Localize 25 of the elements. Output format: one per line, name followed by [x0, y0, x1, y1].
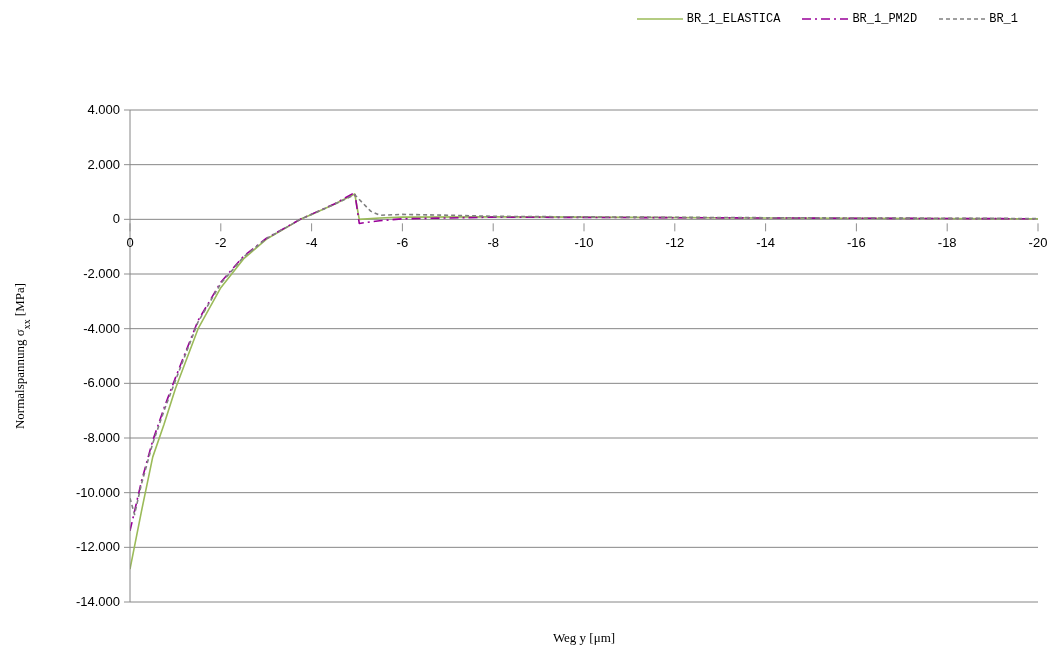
x-tick-label: -10: [574, 235, 594, 251]
x-tick-label: -16: [847, 235, 866, 251]
x-tick-label: -18: [937, 235, 957, 251]
y-tick-label: -12.000: [75, 539, 120, 555]
legend-label: BR_1: [989, 12, 1018, 26]
y-tick-label: 2.000: [87, 156, 120, 172]
y-tick-label: -6.000: [83, 375, 120, 391]
x-tick-label: -20: [1028, 235, 1048, 251]
y-tick-label: -4.000: [83, 320, 120, 336]
y-tick-label: 4.000: [87, 102, 120, 117]
x-axis-title: Weg y [μm]: [552, 630, 616, 645]
y-tick-label: -8.000: [83, 430, 120, 445]
y-tick-label: -14.000: [75, 594, 120, 609]
y-tick-label: -2.000: [83, 266, 120, 281]
x-tick-label: -6: [396, 235, 409, 251]
legend-label: BR_1_ELASTICA: [686, 12, 781, 26]
x-tick-label: 0: [126, 235, 134, 251]
y-tick-label: 0: [112, 211, 120, 227]
legend-label: BR_1_PM2D: [852, 12, 918, 26]
x-tick-label: -12: [665, 235, 685, 251]
y-tick-label: -10.000: [75, 484, 120, 500]
x-tick-label: -2: [215, 235, 227, 251]
x-tick-label: -14: [756, 235, 775, 251]
x-tick-label: -4: [305, 235, 318, 251]
x-tick-label: -8: [487, 235, 499, 251]
